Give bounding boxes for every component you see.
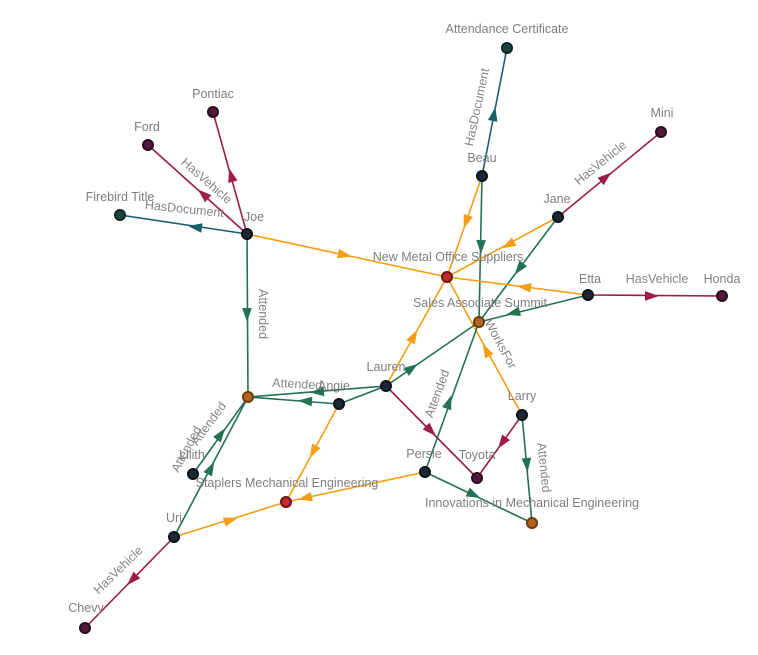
- edge-lauren-summit: [385, 321, 480, 387]
- node-labels-layer: Joe Beau Jane Etta Lauren Angie Larry Persie Lil…: [68, 22, 740, 615]
- node-label-joe: Joe: [244, 210, 264, 224]
- node-label-pontiac: Pontiac: [192, 87, 234, 101]
- node-label-innov: Innovations in Mechanical Engineering: [425, 496, 639, 510]
- arrowhead-larry-toyota: [497, 434, 510, 449]
- node-summit[interactable]: [473, 316, 485, 328]
- node-lilith[interactable]: [187, 468, 199, 480]
- node-label-summit: Sales Associate Summit: [413, 296, 548, 310]
- node-label-lauren: Lauren: [367, 360, 406, 374]
- node-mini[interactable]: [655, 126, 667, 138]
- arrowhead-persie-staplers: [298, 491, 313, 502]
- edge-angie-lauren: [338, 385, 387, 405]
- nodes-layer: [79, 42, 728, 634]
- arrowhead-persie-innov: [465, 487, 481, 499]
- node-label-honda: Honda: [704, 272, 741, 286]
- node-beau[interactable]: [476, 170, 488, 182]
- edge-angie-event2: [247, 396, 340, 405]
- arrowhead-joe-nmos: [337, 248, 352, 259]
- arrowhead-joe-event2: [242, 307, 252, 322]
- node-etta[interactable]: [582, 289, 594, 301]
- arrowhead-larry-nmos: [482, 343, 494, 359]
- arrowhead-uri-chevy: [127, 571, 141, 586]
- edge-joe-firebird: [119, 214, 248, 235]
- node-persie[interactable]: [419, 466, 431, 478]
- node-label-toyota: Toyota: [459, 448, 496, 462]
- arrowhead-joe-firebird: [188, 223, 203, 233]
- arrowhead-beau-nmos: [463, 213, 473, 229]
- arrowhead-angie-event2: [298, 396, 313, 407]
- edge-jane-nmos: [446, 216, 559, 278]
- edge-label-hasdocument-beau: HasDocument: [462, 66, 492, 147]
- edge-persie-summit: [424, 321, 480, 473]
- arrowhead-etta-summit: [506, 306, 521, 316]
- arrowhead-lilith-event2: [213, 428, 226, 443]
- node-event2[interactable]: [242, 391, 254, 403]
- node-staplers[interactable]: [280, 496, 292, 508]
- arrowhead-angie-staplers: [309, 443, 321, 459]
- node-label-lilith: Lilith: [179, 448, 205, 462]
- arrowhead-uri-event2: [203, 461, 215, 477]
- node-label-mini: Mini: [651, 106, 674, 120]
- arrowhead-jane-summit: [514, 260, 528, 275]
- edge-label-attended-persie: Attended: [422, 368, 452, 420]
- node-lauren[interactable]: [380, 380, 392, 392]
- node-joe[interactable]: [241, 228, 253, 240]
- node-label-staplers: Staplers Mechanical Engineering: [196, 476, 379, 490]
- edges-layer: [84, 47, 723, 629]
- node-larry[interactable]: [516, 409, 528, 421]
- edge-etta-summit: [478, 294, 589, 323]
- edge-label-attended-lauren: Attended: [272, 376, 323, 393]
- node-label-chevy: Chevy: [68, 601, 104, 615]
- arrowhead-persie-summit: [442, 395, 452, 411]
- node-label-uri: Uri: [166, 511, 182, 525]
- edge-label-hasvehicle-uri: HasVehicle: [91, 543, 146, 597]
- node-label-attcert: Attendance Certificate: [446, 22, 569, 36]
- arrowhead-lauren-nmos: [406, 329, 418, 345]
- arrowhead-joe-pontiac: [228, 168, 238, 184]
- node-label-etta: Etta: [579, 272, 601, 286]
- node-label-firebird: Firebird Title: [86, 190, 155, 204]
- node-label-jane: Jane: [543, 192, 570, 206]
- node-label-ford: Ford: [134, 120, 160, 134]
- node-uri[interactable]: [168, 531, 180, 543]
- arrowhead-beau-summit: [476, 239, 486, 254]
- edge-label-hasdocument-joe: HasDocument: [144, 198, 225, 220]
- node-toyota[interactable]: [471, 472, 483, 484]
- edge-etta-nmos: [446, 276, 589, 296]
- arrowhead-uri-staplers: [222, 517, 238, 527]
- edge-joe-ford: [147, 144, 248, 235]
- node-angie[interactable]: [333, 398, 345, 410]
- node-firebird[interactable]: [114, 209, 126, 221]
- node-label-persie: Persie: [406, 447, 441, 461]
- edge-label-worksfor-larry: WorksFor: [482, 317, 520, 371]
- node-label-nmos: New Metal Office Suppliers: [373, 250, 524, 264]
- node-jane[interactable]: [552, 211, 564, 223]
- node-chevy[interactable]: [79, 622, 91, 634]
- node-innov[interactable]: [526, 517, 538, 529]
- arrowhead-larry-innov: [521, 457, 532, 472]
- node-pontiac[interactable]: [207, 106, 219, 118]
- edge-label-hasvehicle-etta: HasVehicle: [626, 272, 689, 286]
- arrowhead-beau-attcert: [487, 107, 498, 122]
- arrowheads-layer: [127, 107, 659, 586]
- node-attcert[interactable]: [501, 42, 513, 54]
- arrowhead-joe-ford: [197, 189, 212, 203]
- arrowhead-lauren-summit: [403, 364, 418, 376]
- node-label-larry: Larry: [508, 389, 537, 403]
- arrowhead-etta-honda: [644, 291, 659, 301]
- node-nmos[interactable]: [441, 271, 453, 283]
- node-label-angie: Angie: [318, 379, 350, 393]
- node-label-beau: Beau: [467, 151, 496, 165]
- arrowhead-lauren-event2: [310, 386, 325, 397]
- node-ford[interactable]: [142, 139, 154, 151]
- arrowhead-lauren-toyota: [422, 422, 436, 436]
- node-honda[interactable]: [716, 290, 728, 302]
- edge-label-attended-larry: Attended: [534, 442, 553, 493]
- arrowhead-jane-nmos: [501, 237, 517, 249]
- edge-label-attended-joe: Attended: [256, 289, 270, 339]
- arrowhead-etta-nmos: [517, 283, 532, 293]
- arrowhead-jane-mini: [597, 172, 612, 186]
